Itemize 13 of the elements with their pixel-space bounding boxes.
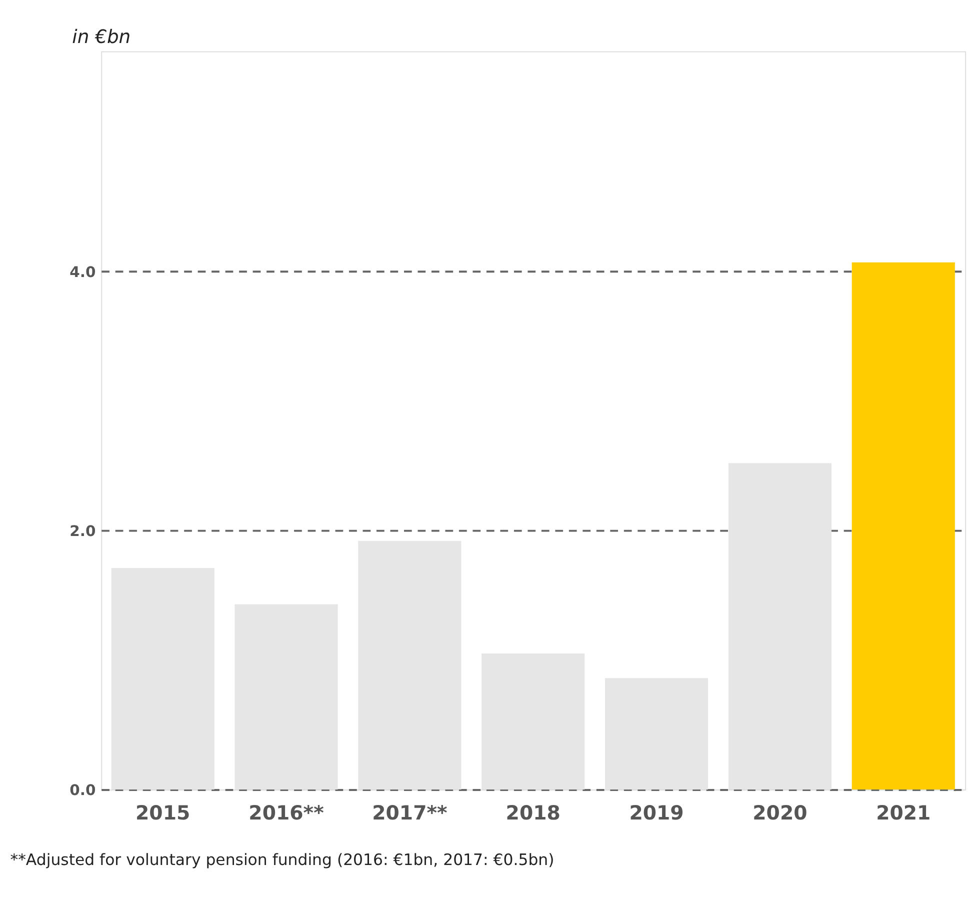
x-tick-label: 2016** [248, 801, 324, 824]
y-tick-label: 0.0 [70, 782, 96, 799]
x-tick-label: 2020 [752, 801, 808, 824]
y-tick-label: 2.0 [70, 522, 96, 540]
x-tick-label: 2015 [136, 801, 190, 824]
bar [852, 262, 955, 790]
y-tick-label: 4.0 [70, 264, 96, 281]
x-tick-label: 2021 [876, 801, 931, 824]
x-tick-label: 2017** [372, 801, 448, 824]
y-axis-title: in €bn [72, 26, 131, 48]
text: **Adjusted for voluntary pension funding (2016: €1bn, 2017: €0.5bn) [10, 850, 554, 870]
x-tick-label: 2018 [506, 801, 560, 824]
x-tick-label: 2019 [629, 801, 684, 824]
